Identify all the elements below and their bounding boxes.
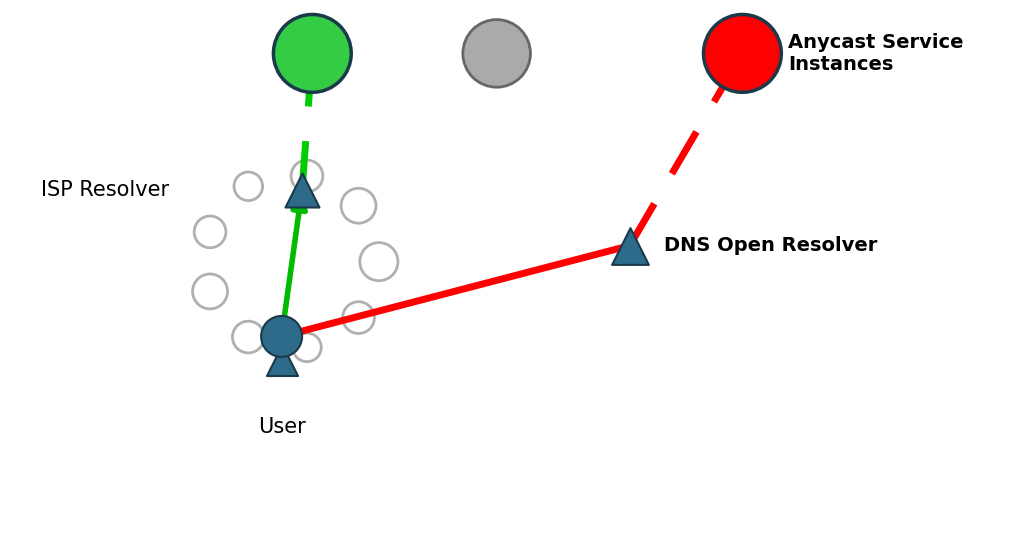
- Ellipse shape: [195, 216, 226, 248]
- Ellipse shape: [293, 333, 322, 362]
- Ellipse shape: [359, 242, 398, 281]
- Ellipse shape: [261, 316, 302, 357]
- Ellipse shape: [703, 14, 781, 92]
- Ellipse shape: [341, 189, 376, 223]
- Point: [294, 185, 310, 194]
- Ellipse shape: [463, 20, 530, 87]
- Text: Anycast Service
Instances: Anycast Service Instances: [788, 33, 964, 74]
- Ellipse shape: [232, 321, 264, 353]
- Text: User: User: [258, 417, 305, 437]
- Ellipse shape: [343, 302, 375, 333]
- Point: [273, 356, 290, 365]
- Ellipse shape: [291, 160, 323, 192]
- Ellipse shape: [234, 172, 262, 201]
- Text: ISP Resolver: ISP Resolver: [41, 179, 169, 200]
- Point: [622, 241, 638, 250]
- Ellipse shape: [273, 14, 351, 92]
- Ellipse shape: [193, 274, 227, 309]
- Text: DNS Open Resolver: DNS Open Resolver: [664, 236, 877, 255]
